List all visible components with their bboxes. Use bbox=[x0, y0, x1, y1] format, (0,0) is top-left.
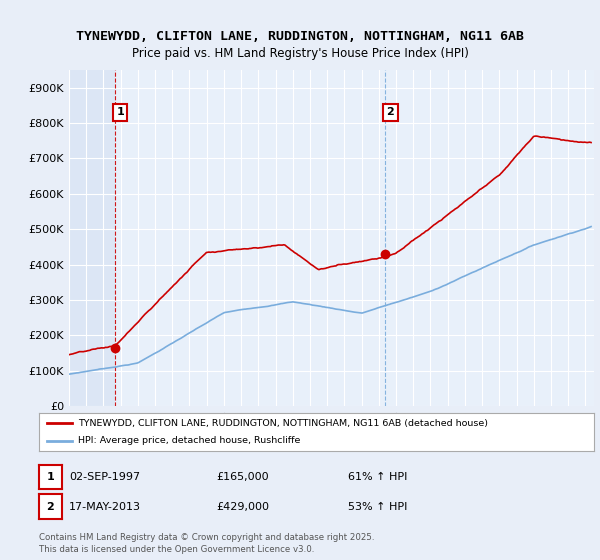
Text: TYNEWYDD, CLIFTON LANE, RUDDINGTON, NOTTINGHAM, NG11 6AB (detached house): TYNEWYDD, CLIFTON LANE, RUDDINGTON, NOTT… bbox=[78, 418, 488, 427]
Text: Price paid vs. HM Land Registry's House Price Index (HPI): Price paid vs. HM Land Registry's House … bbox=[131, 46, 469, 60]
Text: 2: 2 bbox=[386, 108, 394, 118]
Text: Contains HM Land Registry data © Crown copyright and database right 2025.
This d: Contains HM Land Registry data © Crown c… bbox=[39, 533, 374, 554]
Text: £429,000: £429,000 bbox=[216, 502, 269, 512]
Text: 53% ↑ HPI: 53% ↑ HPI bbox=[348, 502, 407, 512]
Text: TYNEWYDD, CLIFTON LANE, RUDDINGTON, NOTTINGHAM, NG11 6AB: TYNEWYDD, CLIFTON LANE, RUDDINGTON, NOTT… bbox=[76, 30, 524, 43]
Text: HPI: Average price, detached house, Rushcliffe: HPI: Average price, detached house, Rush… bbox=[78, 436, 300, 445]
Text: £165,000: £165,000 bbox=[216, 472, 269, 482]
Text: 17-MAY-2013: 17-MAY-2013 bbox=[69, 502, 141, 512]
Bar bbox=[69, 70, 115, 406]
Text: 1: 1 bbox=[47, 472, 54, 482]
Text: 61% ↑ HPI: 61% ↑ HPI bbox=[348, 472, 407, 482]
Text: 02-SEP-1997: 02-SEP-1997 bbox=[69, 472, 140, 482]
Text: 1: 1 bbox=[116, 108, 124, 118]
Bar bbox=[115, 70, 594, 406]
Text: 2: 2 bbox=[47, 502, 54, 512]
